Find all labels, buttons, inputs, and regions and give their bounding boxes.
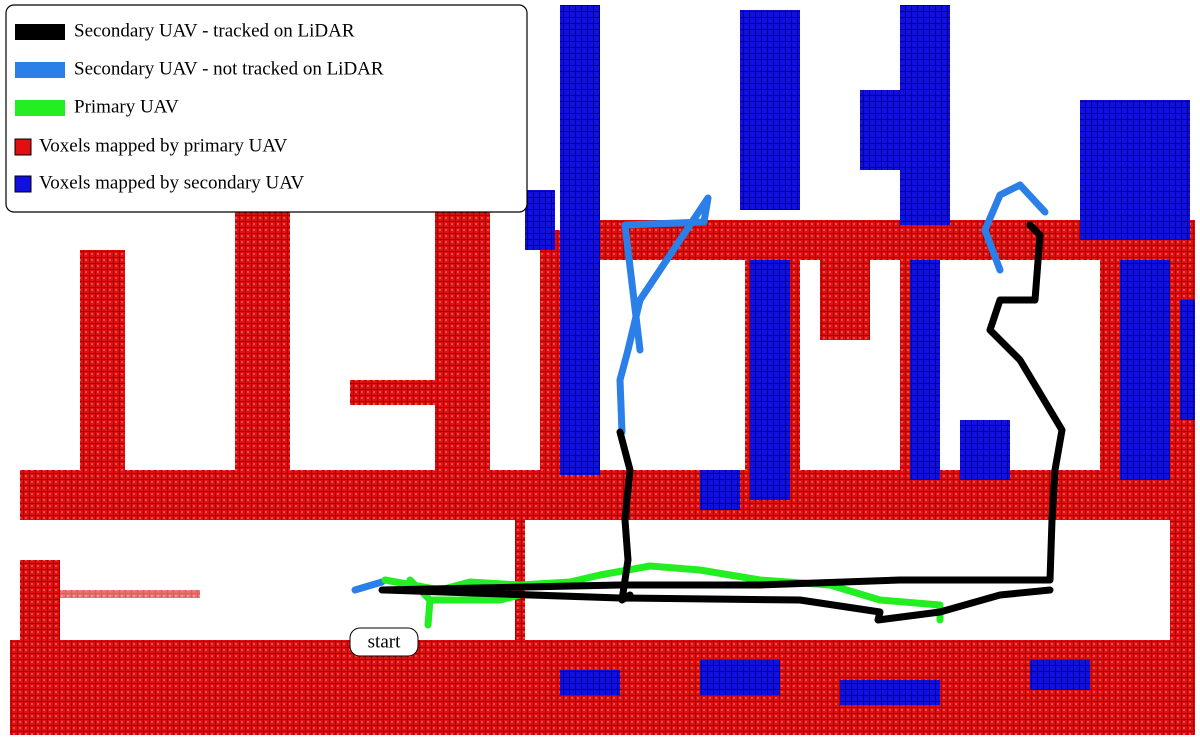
legend-label: Secondary UAV - tracked on LiDAR <box>74 20 355 41</box>
legend: Secondary UAV - tracked on LiDAR Secondar… <box>6 5 527 212</box>
legend-label: Voxels mapped by secondary UAV <box>39 172 305 193</box>
legend-swatch <box>15 24 65 40</box>
legend-label: Secondary UAV - not tracked on LiDAR <box>74 58 384 79</box>
legend-swatch <box>15 139 31 155</box>
legend-label: Voxels mapped by primary UAV <box>39 135 288 156</box>
start-label: start <box>368 631 401 652</box>
legend-swatch <box>15 62 65 78</box>
primary-voxels <box>10 210 1195 735</box>
legend-swatch <box>15 176 31 192</box>
legend-label: Primary UAV <box>74 96 179 117</box>
legend-swatch <box>15 100 65 116</box>
map: start Secondary UAV - tracked on LiDARSe… <box>0 0 1200 740</box>
